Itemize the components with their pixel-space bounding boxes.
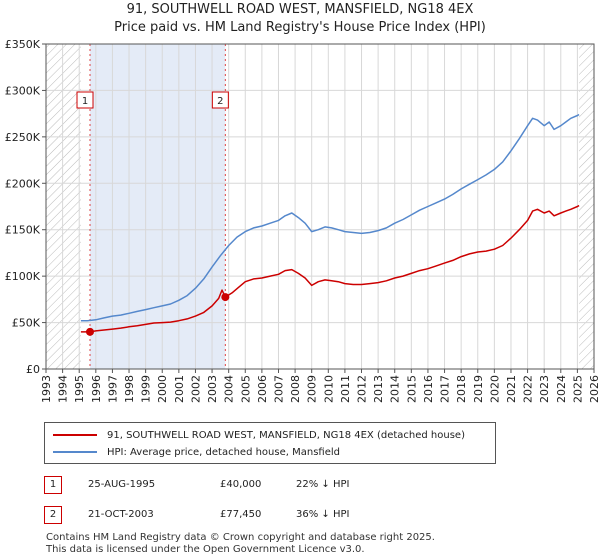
x-tick-label: 2008 bbox=[289, 375, 302, 403]
x-tick-label: 2009 bbox=[306, 375, 319, 403]
x-tick-label: 2017 bbox=[439, 375, 452, 403]
hatched-region bbox=[579, 44, 594, 369]
legend-label-property: 91, SOUTHWELL ROAD WEST, MANSFIELD, NG18… bbox=[107, 429, 465, 441]
x-tick-label: 2010 bbox=[322, 375, 335, 403]
y-tick-label: £0 bbox=[26, 363, 40, 376]
x-tick-label: 2004 bbox=[223, 375, 236, 403]
x-tick-label: 2023 bbox=[538, 375, 551, 403]
transaction-hpi: 22% ↓ HPI bbox=[296, 479, 350, 490]
marker-label-box bbox=[76, 91, 94, 109]
x-tick-label: 2003 bbox=[206, 375, 219, 403]
legend-item-property: 91, SOUTHWELL ROAD WEST, MANSFIELD, NG18… bbox=[53, 428, 465, 442]
x-tick-label: 2011 bbox=[339, 375, 352, 403]
chart-title: 91, SOUTHWELL ROAD WEST, MANSFIELD, NG18… bbox=[126, 2, 474, 17]
transaction-badge: 2 bbox=[44, 506, 62, 524]
legend-label-hpi: HPI: Average price, detached house, Mans… bbox=[107, 446, 340, 458]
x-tick-label: 2000 bbox=[156, 375, 169, 403]
x-tick-label: 2015 bbox=[405, 375, 418, 403]
transaction-price: £77,450 bbox=[220, 509, 262, 520]
x-tick-label: 1999 bbox=[140, 375, 153, 403]
transaction-row: 2 21-OCT-2003 £77,450 36% ↓ HPI bbox=[44, 506, 504, 526]
x-tick-label: 2007 bbox=[272, 375, 285, 403]
footer-copyright: Contains HM Land Registry data © Crown c… bbox=[46, 532, 435, 543]
x-tick-label: 2020 bbox=[488, 375, 501, 403]
transaction-price: £40,000 bbox=[220, 479, 262, 490]
x-tick-label: 2025 bbox=[571, 375, 584, 403]
x-tick-label: 2019 bbox=[472, 375, 485, 403]
y-tick-label: £300K bbox=[5, 84, 41, 97]
x-tick-label: 1993 bbox=[40, 375, 53, 403]
x-tick-label: 2022 bbox=[522, 375, 535, 403]
x-tick-label: 2014 bbox=[389, 375, 402, 403]
transaction-date: 25-AUG-1995 bbox=[88, 479, 156, 490]
sale-point bbox=[221, 293, 230, 302]
y-tick-label: £350K bbox=[5, 38, 41, 51]
hatched-region bbox=[46, 44, 81, 369]
y-tick-label: £250K bbox=[5, 131, 41, 144]
legend-swatch-hpi bbox=[53, 451, 97, 453]
transaction-row: 1 25-AUG-1995 £40,000 22% ↓ HPI bbox=[44, 476, 504, 496]
x-tick-label: 1994 bbox=[57, 375, 70, 403]
x-tick-label: 1998 bbox=[123, 375, 136, 403]
x-tick-label: 2001 bbox=[173, 375, 186, 403]
x-tick-label: 1995 bbox=[73, 375, 86, 403]
chart-subtitle: Price paid vs. HM Land Registry's House … bbox=[114, 20, 486, 35]
x-tick-label: 1996 bbox=[90, 375, 103, 403]
legend-swatch-property bbox=[53, 434, 97, 436]
property-price-line bbox=[80, 204, 580, 333]
hpi-line bbox=[80, 113, 580, 322]
sale-point bbox=[86, 327, 95, 336]
y-tick-label: £50K bbox=[12, 317, 41, 330]
x-tick-label: 2012 bbox=[356, 375, 369, 403]
marker-label: 1 bbox=[82, 96, 88, 107]
x-tick-label: 2026 bbox=[588, 375, 600, 403]
marker-label-box bbox=[211, 91, 229, 109]
y-tick-label: £200K bbox=[5, 177, 41, 190]
x-tick-label: 2024 bbox=[555, 375, 568, 403]
price-chart: 1 2 £0 £50K £100K £150K £200K £250K £300K £350K 19… bbox=[5, 38, 600, 403]
transaction-badge: 1 bbox=[44, 476, 62, 494]
footer-licence: This data is licensed under the Open Gov… bbox=[46, 544, 365, 555]
plot-frame bbox=[45, 43, 595, 370]
y-tick-label: £100K bbox=[5, 270, 41, 283]
x-tick-label: 2005 bbox=[239, 375, 252, 403]
x-tick-label: 2021 bbox=[505, 375, 518, 403]
legend-item-hpi: HPI: Average price, detached house, Mans… bbox=[53, 445, 340, 459]
x-tick-label: 2018 bbox=[455, 375, 468, 403]
ownership-shade bbox=[90, 44, 226, 369]
x-tick-label: 2006 bbox=[256, 375, 269, 403]
x-tick-label: 1997 bbox=[106, 375, 119, 403]
x-tick-label: 2002 bbox=[189, 375, 202, 403]
legend: 91, SOUTHWELL ROAD WEST, MANSFIELD, NG18… bbox=[44, 422, 496, 464]
transaction-hpi: 36% ↓ HPI bbox=[296, 509, 350, 520]
x-tick-label: 2016 bbox=[422, 375, 435, 403]
transaction-date: 21-OCT-2003 bbox=[88, 509, 154, 520]
marker-label: 2 bbox=[217, 96, 223, 107]
y-tick-label: £150K bbox=[5, 224, 41, 237]
x-tick-label: 2013 bbox=[372, 375, 385, 403]
